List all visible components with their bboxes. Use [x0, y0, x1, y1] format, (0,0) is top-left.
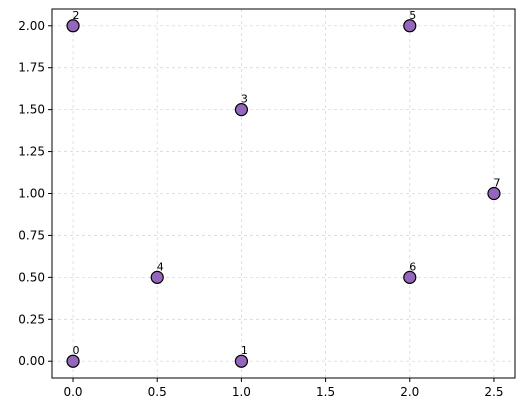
y-tick-label: 1.50	[18, 103, 45, 117]
y-tick-label: 2.00	[18, 19, 45, 33]
data-point: 6	[403, 260, 417, 284]
point-marker	[150, 270, 164, 284]
x-tick-label: 0.5	[148, 385, 167, 399]
x-tick-label: 2.5	[484, 385, 503, 399]
grid	[52, 9, 515, 378]
point-label: 1	[241, 344, 248, 357]
y-tick-label: 1.00	[18, 187, 45, 201]
data-point: 4	[150, 260, 164, 284]
data-points: 0 1 2 3 4 5 6 7	[66, 9, 501, 368]
data-point: 7	[487, 177, 501, 201]
point-label: 5	[409, 9, 416, 22]
y-tick-label: 0.50	[18, 270, 45, 284]
point-label: 7	[493, 177, 500, 190]
point-marker	[66, 354, 80, 368]
point-marker	[487, 186, 501, 201]
point-label: 3	[241, 93, 248, 106]
point-marker	[234, 103, 249, 117]
x-tick-label: 2.0	[400, 385, 419, 399]
y-tick-label: 0.00	[18, 354, 45, 368]
x-tick-label: 0.0	[63, 385, 82, 399]
data-point: 0	[66, 344, 80, 368]
data-point: 2	[66, 9, 80, 33]
data-point: 5	[403, 9, 417, 33]
y-tick-label: 1.75	[18, 61, 45, 75]
data-point: 3	[234, 93, 249, 117]
y-tick-label: 0.75	[18, 228, 45, 242]
point-marker	[403, 19, 417, 33]
point-label: 0	[73, 344, 80, 357]
y-tick-label: 0.25	[18, 312, 45, 326]
data-point: 1	[234, 344, 249, 368]
point-label: 4	[157, 260, 164, 273]
point-marker	[234, 354, 249, 368]
point-label: 6	[409, 260, 416, 273]
point-label: 2	[73, 9, 80, 22]
x-tick-label: 1.5	[316, 385, 335, 399]
point-marker	[403, 270, 417, 284]
plot-frame	[51, 8, 516, 379]
point-marker	[66, 19, 80, 33]
axis-ticks: 0.0 0.5 1.0 1.5 2.0 2.5 0.00 0.25 0.50 0.75 1.00 1.…	[18, 19, 503, 399]
y-tick-label: 1.25	[18, 145, 45, 159]
x-tick-label: 1.0	[232, 385, 251, 399]
